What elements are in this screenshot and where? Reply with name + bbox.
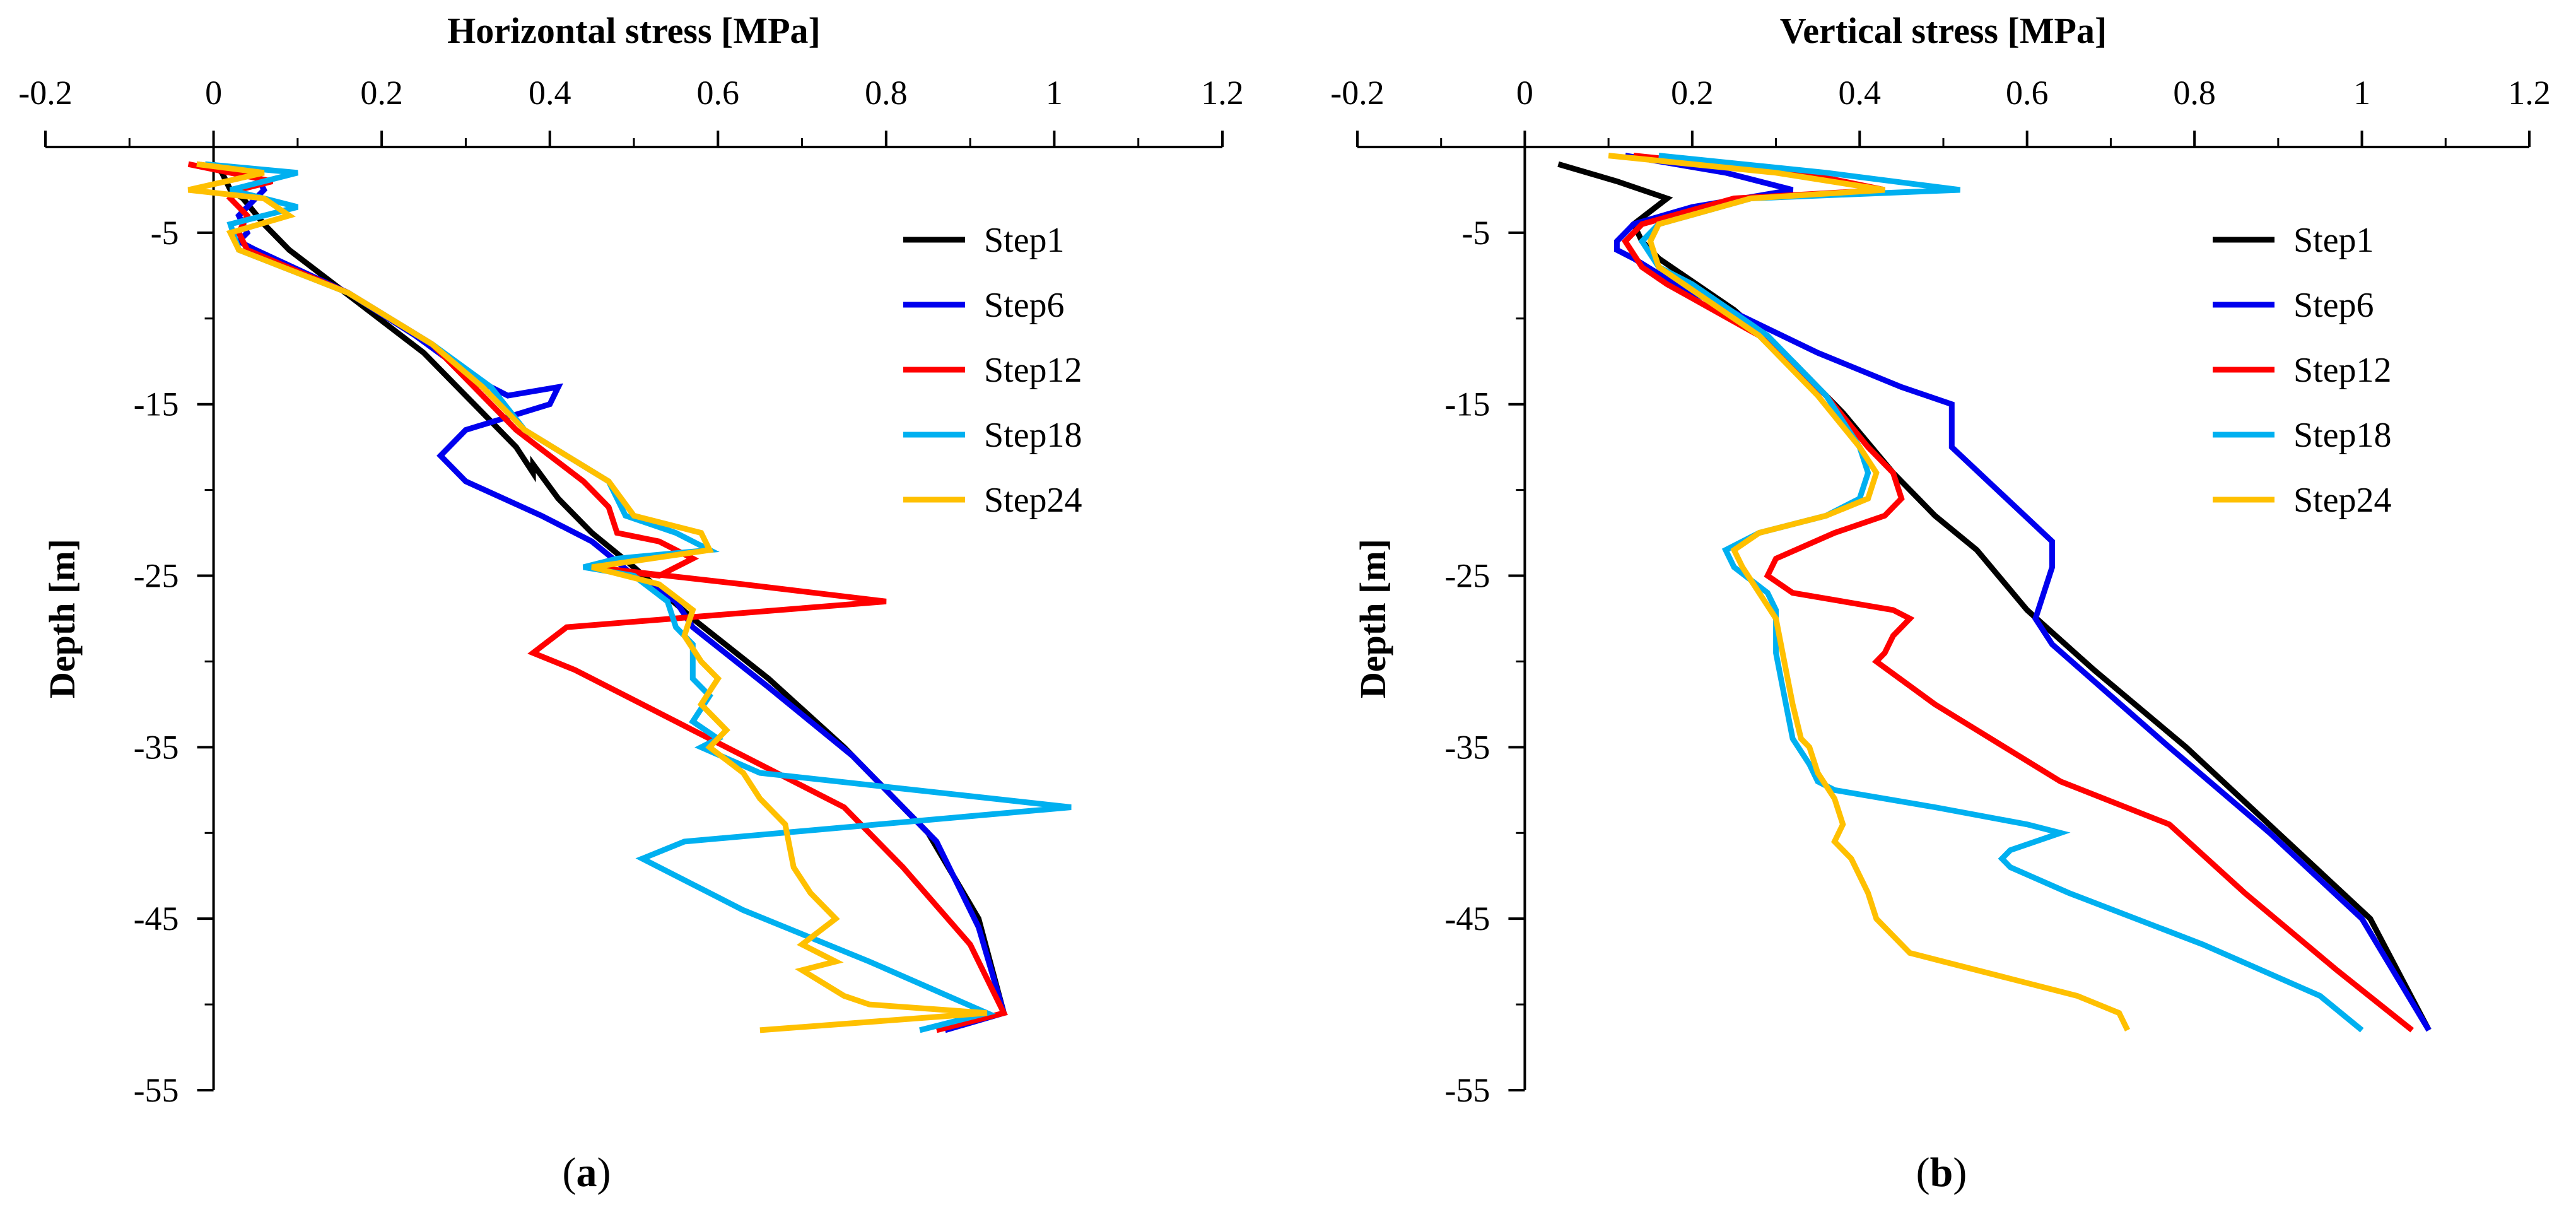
y-tick-label: -5 xyxy=(1461,214,1490,252)
x-tick-label: 1.2 xyxy=(1201,74,1244,112)
legend-label-step6: Step6 xyxy=(2293,286,2374,325)
caption-open-paren: ( xyxy=(563,1149,577,1196)
y-tick-label: -45 xyxy=(1444,900,1490,938)
y-tick-label: -15 xyxy=(134,385,179,423)
x-tick-label: 0.6 xyxy=(2006,74,2049,112)
y-tick-label: -15 xyxy=(1444,385,1490,423)
y-tick-label: -5 xyxy=(151,214,179,252)
panel-caption: (a) xyxy=(563,1149,611,1196)
y-tick-label: -35 xyxy=(134,728,179,766)
chart-panel-b: Vertical stress [MPa] -0.2 0 0.2 0.4 0.6 0.8 1 1… xyxy=(1330,10,2550,1196)
legend-label-step24: Step24 xyxy=(2293,481,2392,520)
legend-label-step1: Step1 xyxy=(2293,221,2374,260)
series-line-step18 xyxy=(204,161,1072,1033)
legend: Step1 Step6 Step12 Step18 Step24 xyxy=(2213,221,2392,520)
x-tick-label: 0.4 xyxy=(1839,74,1882,112)
x-tick-label: 0 xyxy=(1516,74,1533,112)
y-tick-label: -45 xyxy=(134,900,179,938)
caption-letter: b xyxy=(1930,1149,1953,1196)
y-tick-label: -35 xyxy=(1444,728,1490,766)
caption-open-paren: ( xyxy=(1916,1149,1930,1196)
caption-close-paren: ) xyxy=(1953,1149,1967,1196)
x-tick-label: 0.8 xyxy=(865,74,908,112)
y-axis-title: Depth [m] xyxy=(1352,539,1393,698)
series-line-step12 xyxy=(1621,153,2415,1033)
chart-panel-a: Horizontal stress [MPa] -0.2 0 0.2 0.4 0.6 0.8… xyxy=(18,10,1243,1196)
x-tick-label: 1.2 xyxy=(2508,74,2551,112)
x-tick-label: -0.2 xyxy=(1330,74,1384,112)
caption-close-paren: ) xyxy=(597,1149,611,1196)
x-tick-label: 1 xyxy=(2353,74,2370,112)
legend-label-step12: Step12 xyxy=(984,351,1082,390)
panel-caption: (b) xyxy=(1916,1149,1967,1196)
series-line-step24 xyxy=(187,161,988,1033)
legend-label-step18: Step18 xyxy=(984,416,1082,455)
x-tick-label: 0.2 xyxy=(1671,74,1714,112)
x-axis-title: Vertical stress [MPa] xyxy=(1780,10,2107,51)
y-tick-label: -55 xyxy=(134,1071,179,1109)
x-tick-label: 0 xyxy=(205,74,222,112)
x-tick-label: 1 xyxy=(1046,74,1063,112)
y-tick-label: -25 xyxy=(1444,557,1490,595)
legend: Step1 Step6 Step12 Step18 Step24 xyxy=(903,221,1082,520)
legend-label-step24: Step24 xyxy=(984,481,1082,520)
x-axis-title: Horizontal stress [MPa] xyxy=(447,10,821,51)
y-axis-title: Depth [m] xyxy=(42,539,83,698)
x-tick-label: 0.8 xyxy=(2173,74,2216,112)
y-tick-label: -55 xyxy=(1444,1071,1490,1109)
x-tick-label: 0.6 xyxy=(697,74,740,112)
x-tick-label: 0.4 xyxy=(529,74,571,112)
caption-letter: a xyxy=(577,1149,597,1196)
legend-label-step18: Step18 xyxy=(2293,416,2392,455)
legend-label-step12: Step12 xyxy=(2293,351,2392,390)
series-line-step24 xyxy=(1608,153,2131,1032)
series-line-step1 xyxy=(211,162,1007,1014)
series-line-step6 xyxy=(196,161,1008,1033)
legend-label-step6: Step6 xyxy=(984,286,1065,325)
x-tick-label: -0.2 xyxy=(18,74,72,112)
series-line-step12 xyxy=(187,161,1008,1033)
legend-label-step1: Step1 xyxy=(984,221,1065,260)
x-tick-label: 0.2 xyxy=(360,74,403,112)
y-tick-label: -25 xyxy=(134,557,179,595)
